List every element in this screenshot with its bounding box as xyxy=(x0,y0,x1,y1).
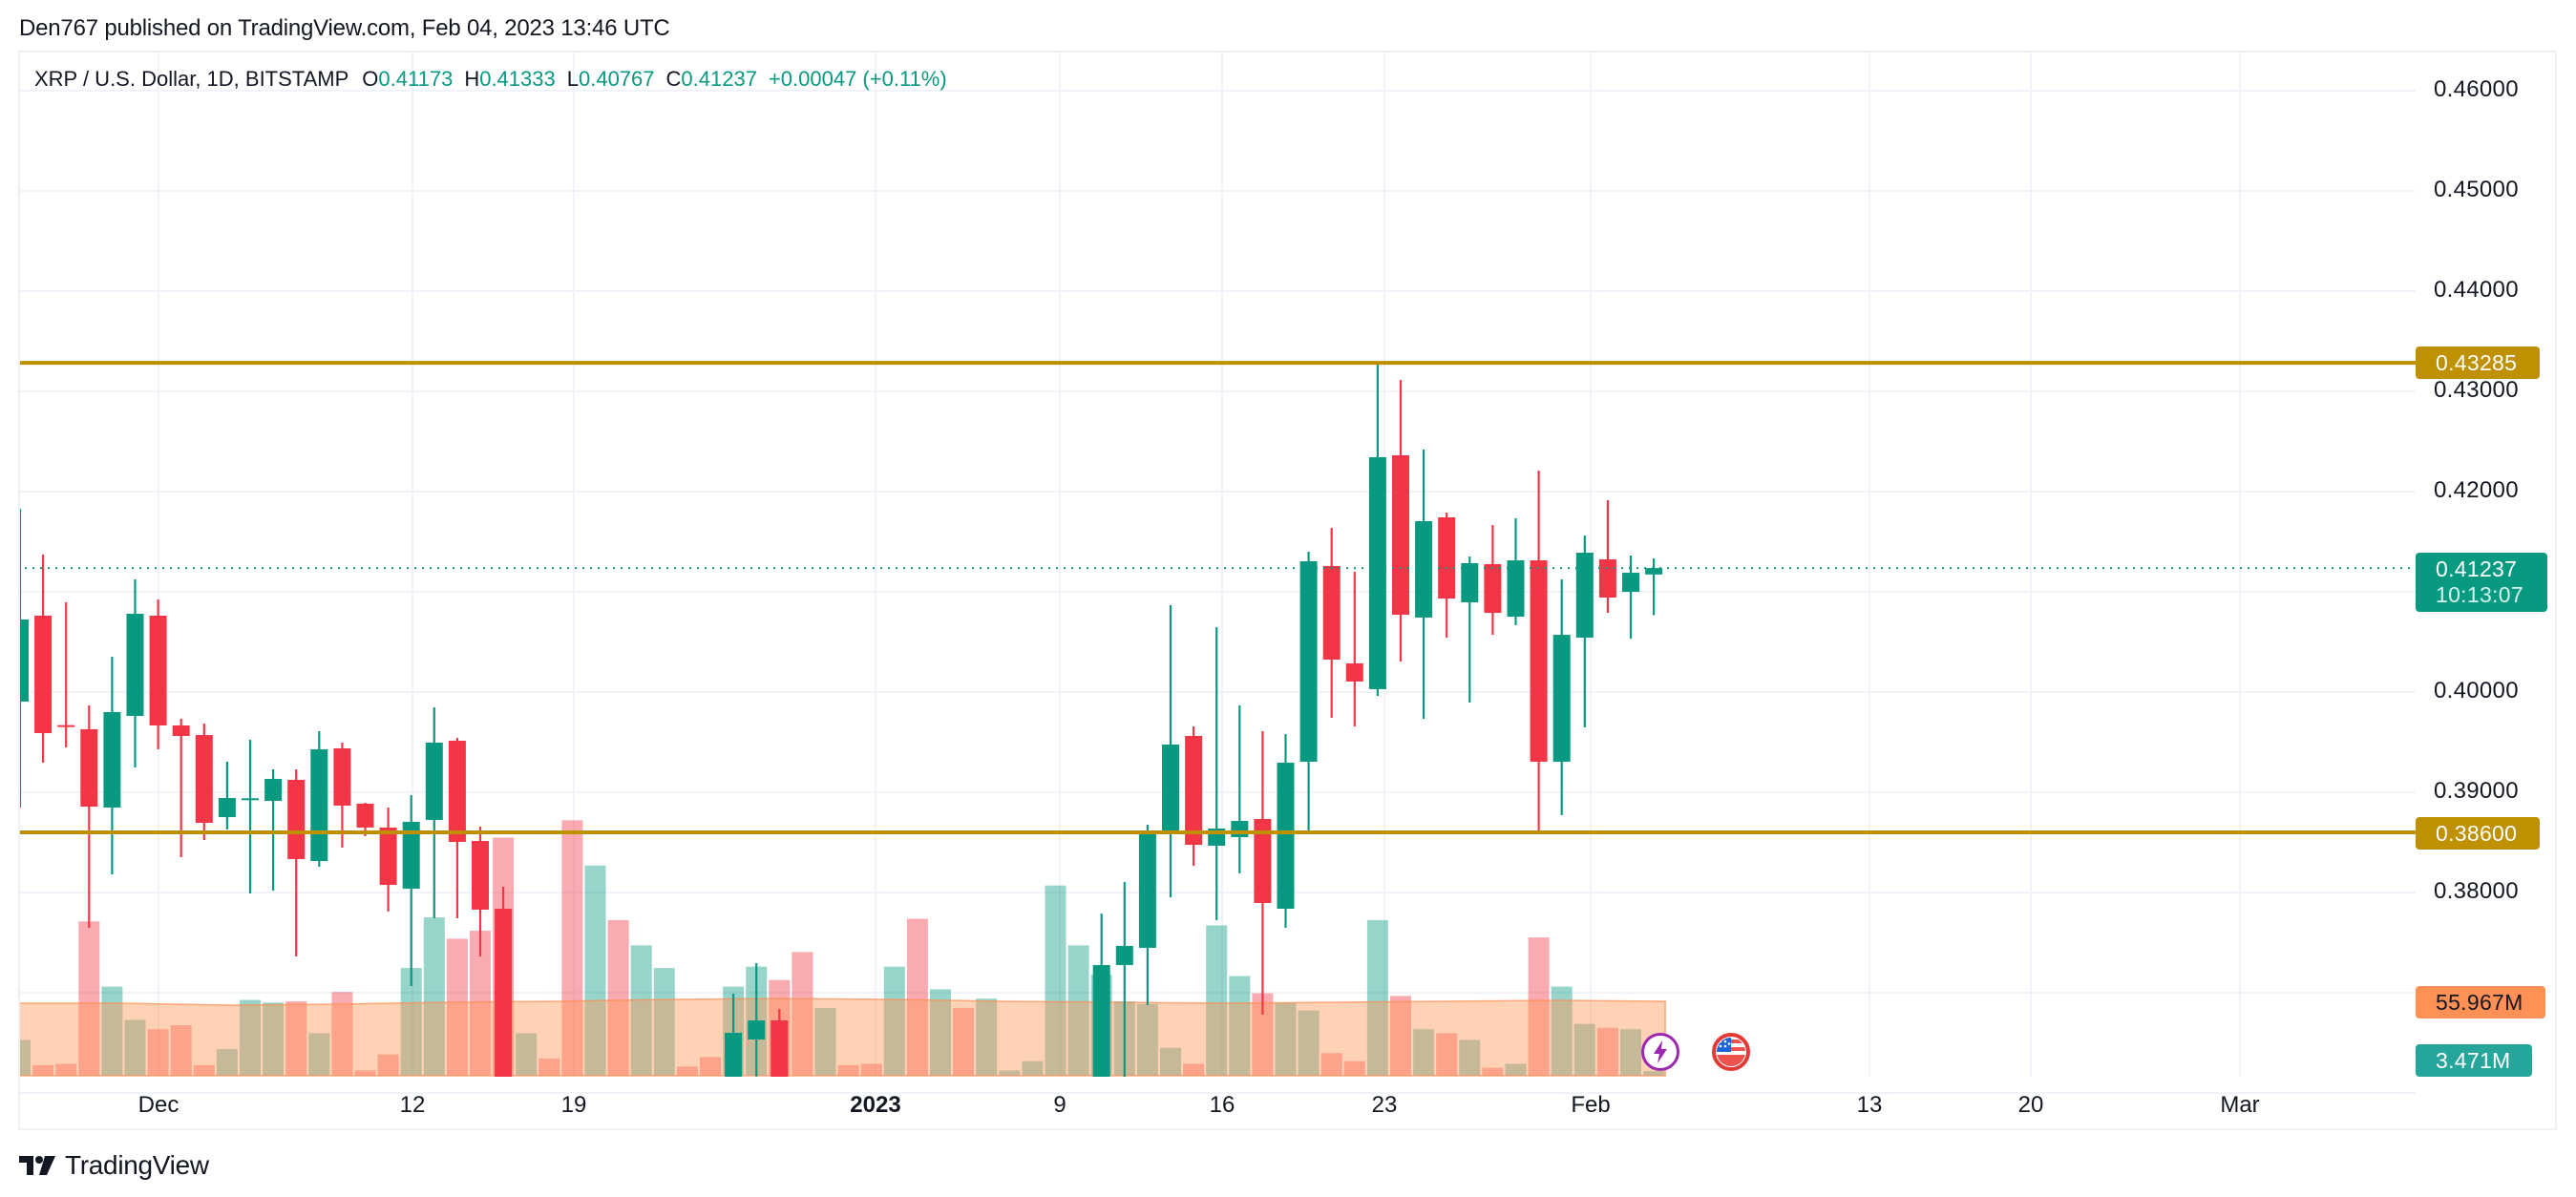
high-label: H xyxy=(464,67,480,91)
time-label: 16 xyxy=(1209,1092,1235,1118)
tradingview-logo-icon xyxy=(19,1156,55,1175)
high-value: 0.41333 xyxy=(479,67,556,91)
price-tick: 0.44000 xyxy=(2434,277,2519,303)
lightning-icon[interactable] xyxy=(1641,1033,1679,1071)
horizontal-levels[interactable] xyxy=(20,361,2416,834)
time-label: 9 xyxy=(1053,1092,1066,1118)
tradingview-logo[interactable]: TradingView xyxy=(19,1150,209,1181)
price-tick: 0.38000 xyxy=(2434,878,2519,904)
chart-frame xyxy=(18,51,2557,1130)
open-value: 0.41173 xyxy=(378,67,454,91)
price-tick: 0.42000 xyxy=(2434,477,2519,503)
volume-ma-badge: 55.967M xyxy=(2416,986,2545,1018)
price-tick: 0.46000 xyxy=(2434,76,2519,102)
price-tick: 0.43000 xyxy=(2434,377,2519,403)
price-tick: 0.40000 xyxy=(2434,678,2519,704)
close-value: 0.41237 xyxy=(681,67,757,91)
open-label: O xyxy=(362,67,379,91)
time-label: 19 xyxy=(560,1092,587,1118)
us-flag-icon[interactable] xyxy=(1712,1033,1750,1071)
symbol-name: XRP / U.S. Dollar, 1D, BITSTAMP xyxy=(34,67,349,91)
low-value: 0.40767 xyxy=(578,67,655,91)
publisher-line: Den767 published on TradingView.com, Feb… xyxy=(19,15,670,41)
close-label: C xyxy=(665,67,682,91)
time-label: Mar xyxy=(2220,1092,2260,1118)
low-label: L xyxy=(566,67,579,91)
price-tick: 0.45000 xyxy=(2434,177,2519,202)
resistance-level-badge: 0.43285 xyxy=(2416,346,2540,379)
time-label: Feb xyxy=(1571,1092,1611,1118)
symbol-legend[interactable]: XRP / U.S. Dollar, 1D, BITSTAMP O0.41173 H… xyxy=(34,67,947,92)
change-value: +0.00047 (+0.11%) xyxy=(768,67,947,91)
time-label: Dec xyxy=(137,1092,179,1118)
time-label: 13 xyxy=(1856,1092,1883,1118)
last-price-badge: 0.41237 10:13:07 xyxy=(2416,553,2547,612)
volume-badge: 3.471M xyxy=(2416,1044,2532,1077)
time-label: 12 xyxy=(399,1092,426,1118)
price-tick: 0.39000 xyxy=(2434,778,2519,804)
time-label: 20 xyxy=(2017,1092,2044,1118)
support-level-badge: 0.38600 xyxy=(2416,817,2540,850)
bar-countdown: 10:13:07 xyxy=(2436,582,2523,607)
volume-bars xyxy=(20,820,1666,1077)
time-label-year: 2023 xyxy=(850,1092,901,1118)
last-price-value: 0.41237 xyxy=(2436,556,2518,581)
time-label: 23 xyxy=(1371,1092,1398,1118)
price-candles xyxy=(20,363,1663,1077)
tradingview-logo-text: TradingView xyxy=(65,1150,209,1180)
